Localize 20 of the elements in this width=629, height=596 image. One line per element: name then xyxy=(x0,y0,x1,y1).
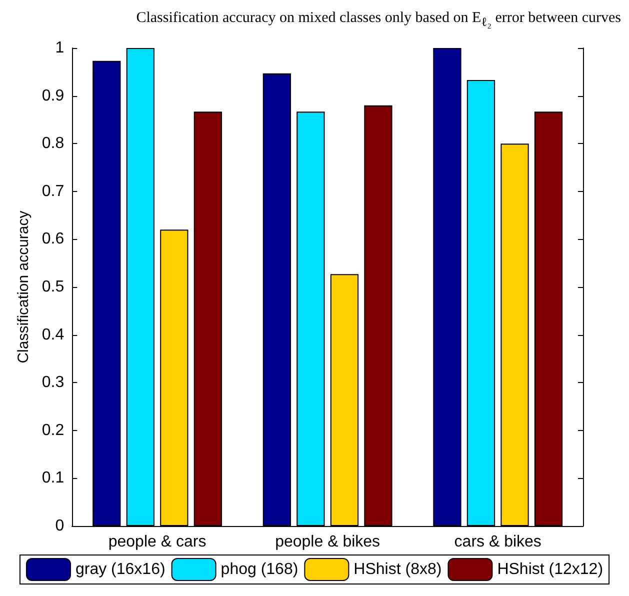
legend-label: gray (16x16) xyxy=(75,561,166,578)
y-tick-label: 0.7 xyxy=(42,182,64,200)
x-tick-label: people & bikes xyxy=(275,534,380,550)
y-tick-label: 0.8 xyxy=(42,135,64,152)
y-tick-label: 0.4 xyxy=(42,326,64,344)
y-tick-label: 0.3 xyxy=(42,374,64,392)
y-axis-title: Classification accuracy xyxy=(15,210,32,364)
x-tick-label: cars & bikes xyxy=(454,534,542,550)
legend-label: HShist (12x12) xyxy=(497,561,604,578)
y-tick-label: 0.2 xyxy=(42,422,64,439)
y-tick-label: 0.5 xyxy=(42,278,64,296)
y-tick-label: 0.6 xyxy=(42,230,64,248)
legend-label: HShist (8x8) xyxy=(354,561,442,578)
y-tick-label: 0.1 xyxy=(42,470,64,487)
y-tick-label: 0 xyxy=(55,518,64,534)
x-tick-label: people & cars xyxy=(108,534,206,550)
legend-label: phog (168) xyxy=(220,561,298,578)
chart-title: Classification accuracy on mixed classes only based on E$_{ℓ₂}$ error between curves xyxy=(135,9,621,31)
y-tick-label: 1 xyxy=(55,40,64,56)
y-tick-label: 0.9 xyxy=(42,87,64,104)
